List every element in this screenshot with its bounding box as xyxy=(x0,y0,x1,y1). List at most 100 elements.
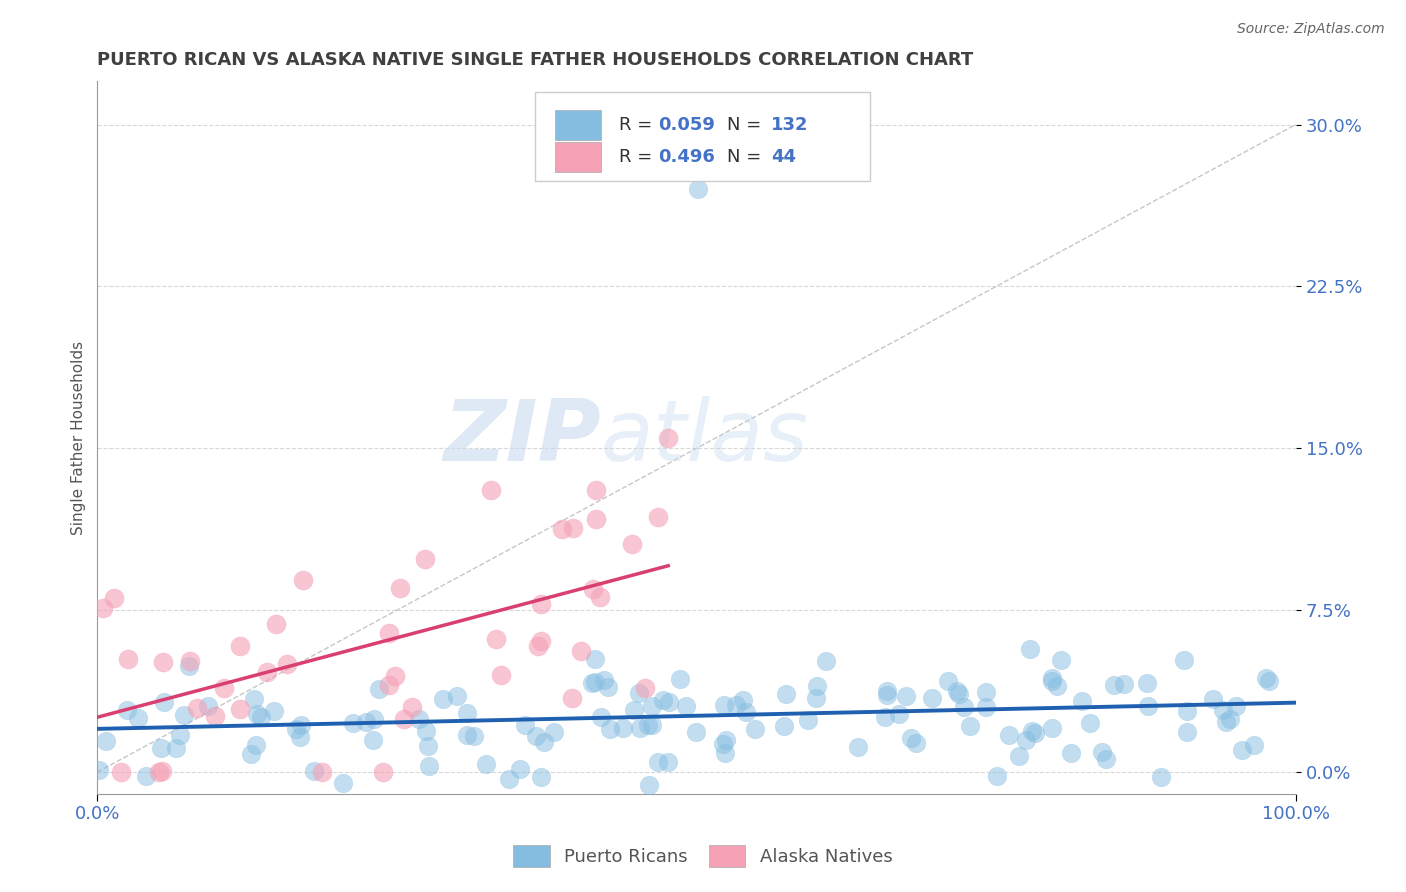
Point xyxy=(657,755,679,769)
Point xyxy=(484,632,506,647)
Point xyxy=(229,639,252,653)
Point xyxy=(959,719,981,733)
Point xyxy=(530,770,553,784)
Point xyxy=(561,521,583,535)
Point xyxy=(731,692,754,706)
Point xyxy=(115,703,138,717)
Text: 0.496: 0.496 xyxy=(658,148,716,166)
Point xyxy=(647,755,669,769)
Point xyxy=(713,737,735,751)
Point xyxy=(229,701,252,715)
Point xyxy=(1175,725,1198,739)
Point xyxy=(491,668,513,682)
Point xyxy=(177,658,200,673)
Point xyxy=(1258,673,1281,688)
Point xyxy=(408,712,430,726)
Point xyxy=(456,728,478,742)
Point xyxy=(1232,742,1254,756)
Point xyxy=(388,581,411,595)
Point xyxy=(668,672,690,686)
Text: N =: N = xyxy=(727,148,766,166)
Point xyxy=(354,714,377,729)
Point xyxy=(685,725,707,739)
Point xyxy=(612,721,634,735)
Bar xyxy=(555,143,600,172)
Point xyxy=(551,522,574,536)
Point xyxy=(463,729,485,743)
Point xyxy=(1049,652,1071,666)
Point xyxy=(342,715,364,730)
Point xyxy=(658,695,681,709)
Point xyxy=(368,682,391,697)
Point xyxy=(311,765,333,780)
Point xyxy=(806,679,828,693)
Point xyxy=(1150,770,1173,784)
Point xyxy=(290,717,312,731)
Point xyxy=(571,644,593,658)
Point xyxy=(592,673,614,687)
Point xyxy=(530,634,553,648)
Point xyxy=(401,699,423,714)
Point xyxy=(921,690,943,705)
Point xyxy=(384,669,406,683)
Point xyxy=(1007,749,1029,764)
Point xyxy=(456,706,478,721)
Point xyxy=(1040,674,1063,689)
Point xyxy=(214,681,236,695)
Text: ZIP: ZIP xyxy=(443,396,600,479)
Point xyxy=(150,764,173,779)
Point xyxy=(1015,733,1038,747)
Point xyxy=(561,690,583,705)
Point xyxy=(526,639,548,653)
Point xyxy=(647,510,669,524)
Point xyxy=(628,686,651,700)
Point xyxy=(153,695,176,709)
Text: Source: ZipAtlas.com: Source: ZipAtlas.com xyxy=(1237,22,1385,37)
Point xyxy=(583,675,606,690)
Point xyxy=(948,687,970,701)
Point xyxy=(634,681,657,695)
Point xyxy=(135,769,157,783)
Point xyxy=(394,712,416,726)
Point xyxy=(1024,726,1046,740)
Point xyxy=(1021,723,1043,738)
Point xyxy=(953,699,976,714)
Point xyxy=(415,723,437,738)
Point xyxy=(245,738,267,752)
Point xyxy=(332,776,354,790)
Point xyxy=(291,574,314,588)
Point xyxy=(1215,715,1237,730)
Point xyxy=(150,740,173,755)
Point xyxy=(165,741,187,756)
Point xyxy=(599,722,621,736)
Point xyxy=(714,733,737,747)
Point xyxy=(288,731,311,745)
Point xyxy=(446,689,468,703)
Text: atlas: atlas xyxy=(600,396,808,479)
Point xyxy=(479,483,502,498)
Point xyxy=(533,735,555,749)
Point xyxy=(377,626,399,640)
Point xyxy=(876,688,898,702)
Point xyxy=(110,765,132,780)
Point xyxy=(515,717,537,731)
Point xyxy=(148,765,170,780)
Point xyxy=(264,617,287,632)
Point xyxy=(1137,699,1160,714)
Point xyxy=(1202,692,1225,706)
Point xyxy=(1046,679,1069,693)
Point xyxy=(1070,693,1092,707)
Point xyxy=(1102,678,1125,692)
FancyBboxPatch shape xyxy=(534,92,870,181)
Point xyxy=(641,717,664,731)
Point xyxy=(724,698,747,712)
Point xyxy=(498,772,520,786)
Point xyxy=(1094,751,1116,765)
Point xyxy=(582,582,605,596)
Point xyxy=(1019,642,1042,657)
Point xyxy=(713,698,735,712)
Point xyxy=(239,747,262,762)
Point xyxy=(418,759,440,773)
Point xyxy=(986,769,1008,783)
Point xyxy=(814,654,837,668)
